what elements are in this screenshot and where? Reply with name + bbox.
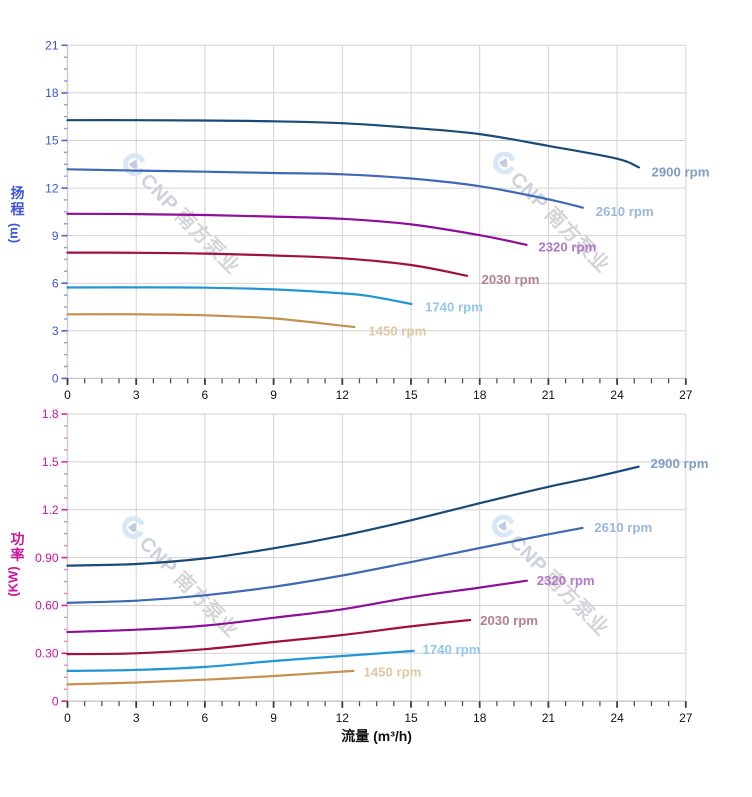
svg-text:2030 rpm: 2030 rpm — [482, 272, 540, 287]
svg-text:1740 rpm: 1740 rpm — [425, 300, 483, 315]
svg-text:2320 rpm: 2320 rpm — [538, 239, 596, 254]
svg-text:24: 24 — [610, 388, 624, 402]
svg-text:6: 6 — [52, 276, 59, 290]
svg-text:1.8: 1.8 — [42, 407, 59, 421]
svg-text:2900 rpm: 2900 rpm — [652, 165, 710, 180]
svg-text:0.30: 0.30 — [35, 647, 59, 661]
svg-text:扬: 扬 — [11, 185, 25, 201]
svg-text:1.2: 1.2 — [42, 503, 59, 517]
svg-text:15: 15 — [45, 134, 59, 148]
svg-text:(KW): (KW) — [6, 566, 21, 596]
svg-text:0: 0 — [64, 388, 71, 402]
svg-text:0: 0 — [52, 372, 59, 386]
svg-text:功: 功 — [11, 531, 25, 547]
svg-text:1740 rpm: 1740 rpm — [423, 642, 481, 657]
svg-text:3: 3 — [133, 388, 140, 402]
svg-text:27: 27 — [679, 711, 693, 725]
svg-text:21: 21 — [45, 39, 59, 53]
svg-text:9: 9 — [270, 711, 277, 725]
svg-text:12: 12 — [45, 181, 59, 195]
svg-text:15: 15 — [404, 388, 418, 402]
svg-text:(m): (m) — [6, 223, 21, 243]
svg-text:率: 率 — [11, 547, 25, 563]
svg-text:6: 6 — [202, 388, 209, 402]
svg-text:18: 18 — [45, 86, 59, 100]
svg-text:1450 rpm: 1450 rpm — [368, 323, 426, 338]
svg-text:2030 rpm: 2030 rpm — [480, 613, 538, 628]
svg-text:2320 rpm: 2320 rpm — [537, 573, 595, 588]
svg-text:0.90: 0.90 — [35, 551, 59, 565]
svg-text:1.5: 1.5 — [42, 455, 59, 469]
svg-text:0: 0 — [64, 711, 71, 725]
svg-text:程: 程 — [11, 201, 25, 217]
svg-text:3: 3 — [133, 711, 140, 725]
svg-text:流量 (m³/h): 流量 (m³/h) — [341, 728, 412, 744]
svg-text:21: 21 — [542, 711, 556, 725]
svg-text:18: 18 — [473, 388, 487, 402]
svg-text:12: 12 — [336, 388, 350, 402]
svg-text:2610 rpm: 2610 rpm — [594, 520, 652, 535]
svg-text:12: 12 — [336, 711, 350, 725]
svg-text:9: 9 — [270, 388, 277, 402]
svg-text:18: 18 — [473, 711, 487, 725]
svg-text:6: 6 — [202, 711, 209, 725]
svg-text:2900 rpm: 2900 rpm — [651, 456, 709, 471]
svg-text:21: 21 — [542, 388, 556, 402]
svg-text:27: 27 — [679, 388, 693, 402]
svg-text:24: 24 — [610, 711, 624, 725]
svg-text:15: 15 — [404, 711, 418, 725]
svg-text:3: 3 — [52, 324, 59, 338]
svg-text:0: 0 — [52, 694, 59, 708]
svg-text:2610 rpm: 2610 rpm — [596, 204, 654, 219]
svg-text:1450 rpm: 1450 rpm — [364, 664, 422, 679]
svg-text:9: 9 — [52, 229, 59, 243]
svg-text:0.60: 0.60 — [35, 599, 59, 613]
